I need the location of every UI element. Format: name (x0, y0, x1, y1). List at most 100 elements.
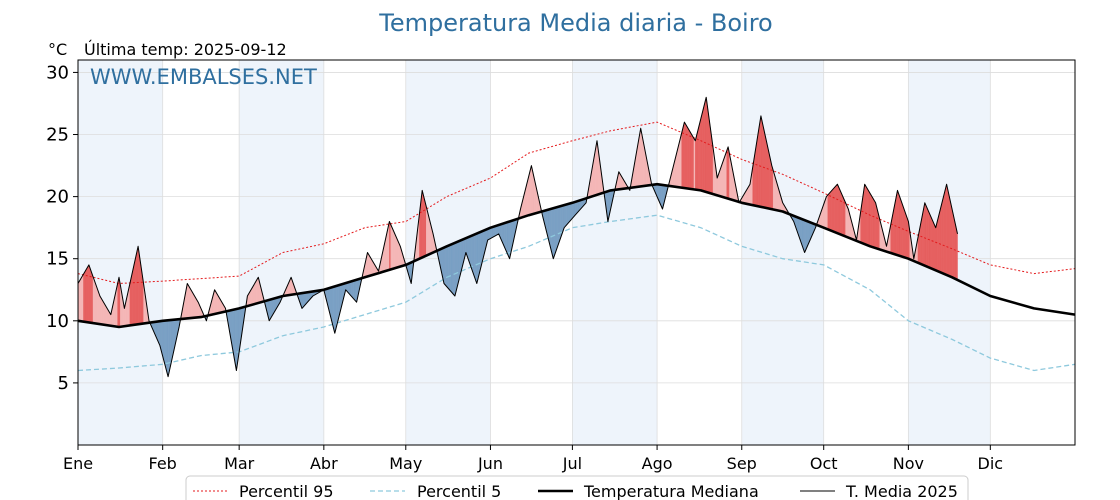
fill-below-median (554, 207, 557, 255)
fill-above-median (252, 283, 255, 305)
fill-above-median (767, 146, 770, 209)
fill-above-median (189, 287, 192, 319)
fill-above-median (759, 115, 762, 208)
legend-label-p5: Percentil 5 (417, 482, 501, 500)
fill-above-median (748, 183, 751, 205)
fill-above-median (680, 132, 682, 188)
x-tick-label: Abr (310, 454, 338, 473)
fill-above-median (834, 185, 837, 233)
fill-above-median (424, 201, 427, 257)
fill-above-median (704, 97, 707, 193)
fill-above-median (924, 202, 927, 267)
fill-above-median (103, 302, 106, 326)
fill-above-median (98, 292, 101, 325)
x-tick-label: Jul (562, 454, 582, 473)
fill-below-median (473, 233, 476, 280)
fill-below-median (803, 219, 805, 253)
fill-above-median (865, 185, 868, 246)
fill-above-median (79, 278, 81, 322)
fill-above-median (927, 208, 930, 268)
fill-above-median (700, 113, 703, 192)
fill-above-median (391, 227, 394, 270)
fill-above-median (841, 193, 844, 236)
fill-below-median (446, 245, 449, 289)
fill-above-median (96, 288, 99, 325)
fill-below-median (568, 203, 570, 224)
fill-above-median (846, 205, 849, 238)
fill-above-median (943, 189, 946, 275)
series-line-media-2025 (77, 96, 958, 378)
fill-above-median (689, 130, 692, 190)
fill-above-median (83, 271, 86, 323)
fill-below-median (570, 202, 573, 221)
fill-below-median (573, 201, 576, 218)
month-band (78, 60, 163, 445)
y-tick-label: 15 (46, 249, 69, 270)
fill-above-median (131, 271, 133, 326)
fill-above-median (389, 221, 391, 271)
fill-below-median (505, 222, 508, 253)
fill-below-median (557, 206, 559, 248)
fill-below-median (445, 245, 447, 288)
fill-above-median (423, 195, 426, 258)
fill-above-median (845, 202, 848, 238)
y-tick-label: 30 (46, 62, 69, 83)
fill-above-median (932, 221, 935, 271)
fill-below-median (476, 232, 479, 284)
fill-below-median (804, 219, 807, 253)
y-tick-label: 10 (46, 311, 69, 332)
fill-below-median (475, 233, 477, 284)
fill-above-median (697, 124, 700, 191)
fill-above-median (874, 199, 876, 249)
fill-below-median (269, 299, 271, 322)
fill-above-median (397, 240, 400, 268)
fill-below-median (447, 244, 450, 291)
fill-below-median (572, 202, 574, 219)
fill-above-median (942, 195, 945, 275)
fill-above-median (684, 121, 686, 189)
series-lines (77, 96, 1076, 378)
fill-below-median (503, 222, 506, 250)
fill-above-median (101, 297, 103, 325)
fill-above-median (930, 215, 932, 269)
fill-above-median (871, 195, 874, 248)
fill-above-median (692, 135, 695, 190)
fill-above-median (699, 118, 701, 191)
fill-above-median (191, 289, 193, 319)
fill-above-median (827, 192, 830, 231)
fill-above-median (950, 202, 953, 278)
fill-above-median (81, 273, 84, 322)
fill-above-median (95, 284, 98, 324)
fill-above-median (681, 127, 684, 189)
fill-above-median (706, 97, 708, 193)
fill-above-median (722, 158, 725, 198)
fill-below-median (569, 202, 572, 222)
x-tick-label: Sep (727, 454, 757, 473)
fill-above-median (393, 230, 396, 269)
month-band (741, 60, 824, 445)
fill-below-median (805, 220, 808, 250)
fill-above-median (726, 146, 729, 199)
fill-above-median (394, 233, 397, 269)
legend-label-median: Temperatura Mediana (583, 482, 759, 500)
fill-above-median (695, 135, 697, 191)
fill-above-median (756, 132, 759, 207)
fill-above-median (953, 215, 956, 279)
y-tick-label: 5 (58, 373, 69, 394)
fill-above-median (770, 159, 773, 210)
fill-above-median (187, 282, 189, 319)
month-band (572, 60, 658, 445)
fill-above-median (762, 122, 764, 208)
fill-above-median (766, 140, 768, 209)
fill-above-median (868, 190, 871, 247)
anomaly-fills (77, 97, 958, 377)
fill-above-median (931, 218, 934, 270)
fill-below-median (564, 204, 566, 229)
x-tick-label: Mar (224, 454, 255, 473)
fill-below-median (303, 292, 305, 308)
fill-above-median (945, 184, 947, 276)
chart-title: Temperatura Media diaria - Boiro (378, 9, 772, 37)
fill-above-median (723, 154, 726, 199)
y-axis: 5 10 15 20 25 30 (46, 62, 78, 394)
fill-above-median (875, 202, 878, 249)
